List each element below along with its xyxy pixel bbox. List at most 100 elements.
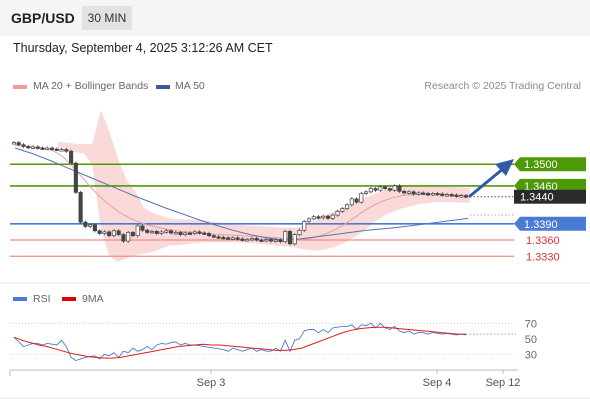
candle <box>325 214 331 220</box>
candle <box>411 190 416 196</box>
legend-ma-bb-label: MA 20 + Bollinger Bands <box>33 80 149 92</box>
x-tick-label-1: Sep 4 <box>423 377 452 389</box>
candle-body <box>306 218 312 222</box>
rsi-ma-line <box>13 326 466 359</box>
candle-body <box>425 193 430 196</box>
candle <box>402 189 407 195</box>
candle-body <box>26 146 31 149</box>
candle <box>121 232 126 243</box>
candle <box>173 230 178 235</box>
candle <box>116 229 121 237</box>
candle <box>149 229 155 235</box>
candle-body <box>435 193 440 196</box>
candle-body <box>287 231 293 245</box>
candle <box>59 148 64 152</box>
candle-body <box>349 198 354 206</box>
forecast-arrow-shaft <box>468 166 506 198</box>
candle-body <box>149 231 155 234</box>
candle-body <box>73 162 78 193</box>
candle <box>335 209 340 217</box>
candle-body <box>159 231 164 234</box>
level-tag-0 <box>514 157 586 172</box>
candle-body <box>69 150 74 164</box>
candle-body <box>264 239 269 242</box>
candle <box>164 229 169 234</box>
candle <box>35 145 40 150</box>
candle-body <box>40 147 45 150</box>
candle <box>111 229 116 238</box>
datetime-label: Thursday, September 4, 2025 3:12:26 AM C… <box>13 41 273 55</box>
candle-body <box>88 224 93 227</box>
candle <box>311 215 316 221</box>
candle <box>73 161 78 195</box>
candle-body <box>83 221 88 227</box>
rsi-tick-label-2: 30 <box>525 349 537 361</box>
candle <box>135 224 140 238</box>
candle-body <box>273 239 278 242</box>
candle <box>330 213 335 220</box>
candle-body <box>335 210 340 216</box>
candle-body <box>340 208 345 212</box>
candle <box>11 140 17 145</box>
candle-body <box>454 194 459 197</box>
candle <box>207 231 212 238</box>
candle-body <box>230 237 235 240</box>
candle-body <box>378 186 383 191</box>
candle-body <box>359 193 364 203</box>
forecast-arrow-head <box>495 159 514 176</box>
candle <box>283 229 288 244</box>
candle <box>45 146 50 151</box>
x-tick-label-2: Sep 12 <box>486 377 521 389</box>
candle <box>406 190 411 195</box>
candle <box>297 228 302 237</box>
copyright-label: Research © 2025 Trading Central <box>424 80 581 92</box>
legend-rsi-ma-label: 9MA <box>82 293 104 305</box>
candle <box>459 194 464 198</box>
candle-body <box>140 225 145 231</box>
candle-body <box>416 192 421 195</box>
candle <box>340 207 345 213</box>
candle <box>183 231 188 237</box>
candle <box>321 214 326 220</box>
candle <box>454 193 459 198</box>
candle <box>178 230 183 237</box>
candle-body <box>207 233 212 237</box>
level-tag-1 <box>514 178 586 193</box>
level-tag-2 <box>514 216 586 231</box>
legend-ma50-label: MA 50 <box>175 80 205 92</box>
candle-body <box>221 236 226 240</box>
ma20-line <box>14 144 468 241</box>
legend-rsi-swatch <box>13 297 27 301</box>
candle-body <box>440 193 445 196</box>
candle <box>97 229 102 236</box>
candle-body <box>164 230 169 233</box>
candle <box>235 236 240 241</box>
candle-body <box>278 239 283 242</box>
candle-body <box>463 195 469 198</box>
candle-body <box>16 142 21 146</box>
candle-body <box>30 146 36 149</box>
candle <box>287 229 293 246</box>
candle <box>78 190 83 224</box>
candle <box>168 229 174 235</box>
candle <box>264 237 269 243</box>
candle <box>463 194 469 199</box>
timeframe-button[interactable]: 30 MIN <box>82 6 132 30</box>
candle <box>345 203 350 211</box>
candle-body <box>102 231 107 234</box>
candle-body <box>430 193 435 196</box>
candle-body <box>330 214 335 219</box>
candle-body <box>383 186 388 189</box>
candle-body <box>135 225 140 237</box>
candle-body <box>116 230 121 235</box>
candle-body <box>187 232 193 235</box>
candle-body <box>64 149 69 152</box>
candle <box>26 144 31 150</box>
candle-body <box>402 190 407 194</box>
candle <box>354 197 359 204</box>
candle-body <box>154 231 159 234</box>
candle <box>421 191 426 196</box>
candle-body <box>197 231 202 234</box>
candle-body <box>325 215 331 219</box>
